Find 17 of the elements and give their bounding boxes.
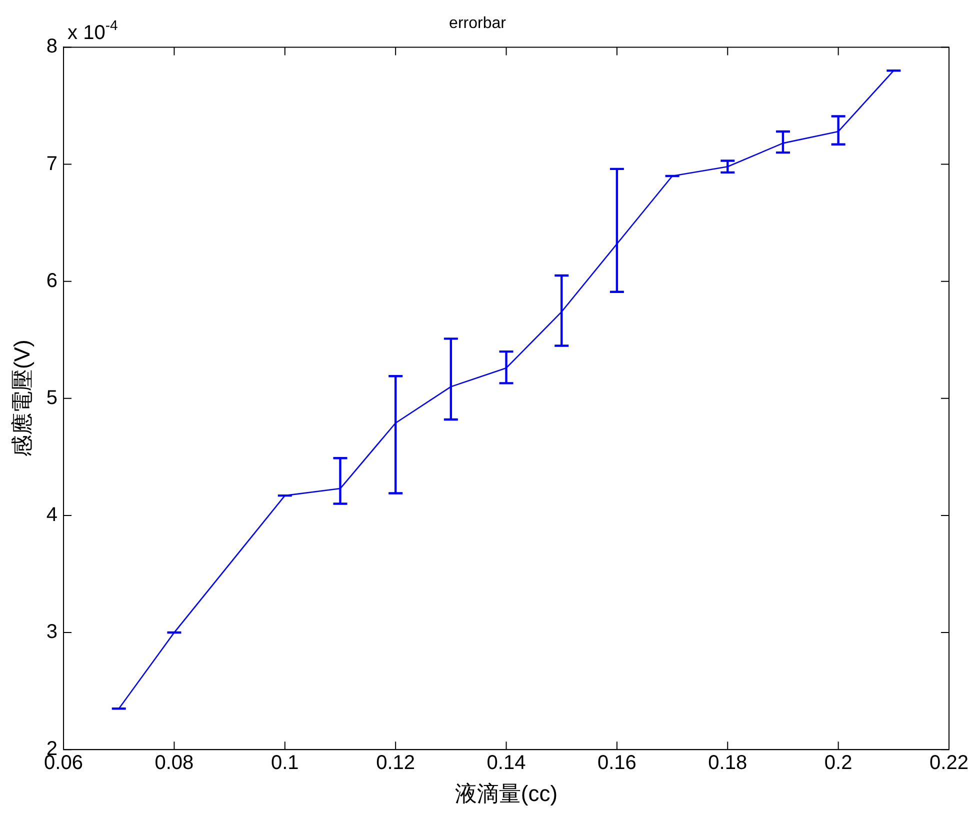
y-tick-label: 4: [46, 504, 58, 526]
y-tick-label: 5: [46, 386, 58, 409]
y-tick-label: 3: [46, 621, 58, 644]
y-tick-label: 7: [46, 152, 58, 175]
x-tick-label: 0.1: [270, 752, 299, 774]
chart-title: errorbar: [449, 15, 507, 32]
x-tick-label: 0.12: [376, 752, 416, 774]
y-tick-label: 6: [46, 270, 58, 292]
x-tick-label: 0.2: [824, 752, 852, 774]
x-tick-label: 0.18: [708, 752, 748, 774]
y-axis-title: 感應電壓(V): [9, 340, 34, 458]
x-tick-label: 0.14: [486, 752, 526, 774]
x-tick-label: 0.22: [930, 752, 968, 774]
x-tick-label: 0.16: [597, 752, 636, 774]
x-axis-title: 液滴量(cc): [454, 780, 558, 806]
y-tick-label: 8: [46, 36, 58, 58]
x-tick-label: 0.08: [154, 752, 194, 774]
